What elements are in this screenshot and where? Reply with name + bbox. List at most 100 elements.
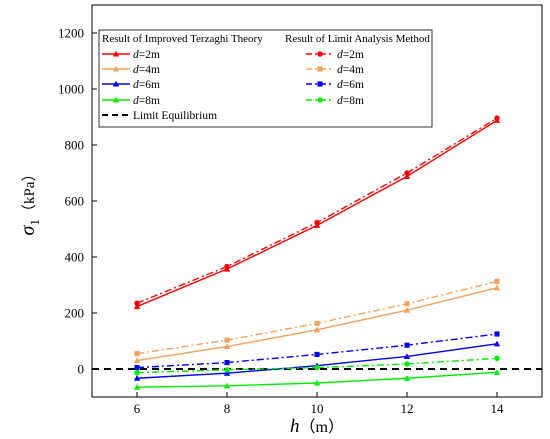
data-point-circle bbox=[314, 219, 320, 226]
series-limit-d=4m bbox=[134, 278, 500, 357]
data-point-triangle bbox=[313, 379, 321, 386]
data-point-circle bbox=[404, 170, 410, 176]
data-point-triangle bbox=[133, 384, 141, 390]
data-point-triangle bbox=[313, 326, 321, 333]
legend-label: d=6m bbox=[133, 79, 160, 91]
y-label-sub: 1 bbox=[27, 219, 42, 226]
y-tick-label: 1000 bbox=[58, 82, 84, 97]
legend-label: d=6m bbox=[337, 79, 364, 91]
legend-item-limit: d=2m bbox=[306, 49, 364, 61]
legend-item-reference: Limit Equilibrium bbox=[102, 110, 217, 122]
y-axis-label: σ1（kPa） bbox=[17, 167, 42, 236]
data-point-circle bbox=[314, 364, 320, 371]
data-point-circle bbox=[224, 367, 230, 373]
legend-label-var: d bbox=[337, 79, 343, 91]
data-point-triangle bbox=[223, 343, 231, 350]
legend-label-value: =8m bbox=[343, 95, 364, 107]
series-layer bbox=[92, 115, 542, 390]
series-limit-d=2m bbox=[134, 115, 500, 306]
data-point-triangle bbox=[493, 369, 501, 375]
data-point-triangle bbox=[133, 303, 141, 310]
data-point-circle bbox=[134, 300, 140, 306]
x-axis-label: h（m） bbox=[290, 416, 344, 437]
data-point-square bbox=[134, 365, 140, 371]
legend-label-var: d bbox=[337, 49, 343, 61]
data-point-square bbox=[224, 337, 230, 343]
legend-header-limit: Result of Limit Analysis Method bbox=[285, 33, 430, 45]
x-label-unit: （m） bbox=[300, 418, 344, 436]
data-point-square bbox=[404, 342, 410, 348]
data-point-triangle bbox=[403, 307, 411, 313]
series-terzaghi-d=4m bbox=[133, 284, 501, 364]
legend-label-value: =4m bbox=[343, 64, 364, 76]
series-line bbox=[136, 119, 498, 308]
legend-label-value: =2m bbox=[139, 49, 160, 61]
x-tick-label: 14 bbox=[491, 401, 505, 416]
legend-label: d=8m bbox=[337, 95, 364, 107]
legend-label: Limit Equilibrium bbox=[133, 110, 217, 122]
data-point-triangle bbox=[112, 96, 120, 103]
data-point-triangle bbox=[493, 340, 501, 347]
data-point-circle bbox=[494, 355, 500, 362]
data-point-circle bbox=[494, 115, 500, 121]
series-terzaghi-d=2m bbox=[133, 117, 501, 310]
legend-label-value: =6m bbox=[343, 79, 364, 91]
legend-label: d=4m bbox=[133, 64, 160, 76]
x-tick-label: 12 bbox=[401, 401, 414, 416]
legend-label-value: =8m bbox=[139, 95, 160, 107]
y-tick-label: 1200 bbox=[58, 26, 84, 41]
series-terzaghi-d=6m bbox=[133, 340, 501, 381]
series-line bbox=[136, 117, 498, 304]
legend-item-terzaghi: d=6m bbox=[102, 79, 160, 91]
legend-item-terzaghi: d=8m bbox=[102, 95, 160, 107]
data-point-circle bbox=[224, 263, 230, 270]
legend-item-limit: d=6m bbox=[306, 79, 364, 91]
legend-label-var: d bbox=[133, 95, 139, 107]
data-point-triangle bbox=[493, 284, 501, 291]
data-point-square bbox=[314, 351, 320, 357]
y-label-unit: （kPa） bbox=[21, 167, 38, 220]
y-tick-label: 400 bbox=[65, 250, 85, 265]
legend-item-terzaghi: d=4m bbox=[102, 64, 160, 76]
data-point-square bbox=[317, 81, 323, 87]
legend-item-limit: d=8m bbox=[306, 95, 364, 107]
series-terzaghi-d=8m bbox=[133, 369, 501, 390]
legend-label: d=2m bbox=[337, 49, 364, 61]
data-point-triangle bbox=[112, 50, 120, 57]
series-line bbox=[136, 280, 498, 355]
data-point-square bbox=[224, 360, 230, 366]
data-point-circle bbox=[317, 97, 323, 103]
legend-label-value: =2m bbox=[343, 49, 364, 61]
data-point-square bbox=[314, 320, 320, 326]
data-point-square bbox=[404, 301, 410, 307]
legend-header-terzaghi: Result of Improved Terzaghi Theory bbox=[102, 33, 263, 45]
legend-label-var: d bbox=[133, 49, 139, 61]
data-point-circle bbox=[317, 51, 323, 57]
y-tick-label: 200 bbox=[65, 306, 85, 321]
data-point-triangle bbox=[223, 370, 231, 376]
series-limit-d=6m bbox=[134, 331, 500, 371]
data-point-triangle bbox=[112, 65, 120, 72]
data-point-circle bbox=[404, 361, 410, 367]
data-point-circle bbox=[134, 369, 140, 376]
axis-ticks: 0 200 400 600 800 1000 1200 6 8 10 12 14 bbox=[58, 26, 504, 417]
legend-label: d=8m bbox=[133, 95, 160, 107]
legend-item-terzaghi: d=2m bbox=[102, 49, 160, 61]
x-label-var: h bbox=[290, 416, 300, 437]
legend-label: d=4m bbox=[337, 64, 364, 76]
x-tick-label: 10 bbox=[311, 401, 324, 416]
legend-label-var: d bbox=[133, 64, 139, 76]
data-point-triangle bbox=[403, 173, 411, 179]
data-point-triangle bbox=[112, 80, 120, 87]
data-point-triangle bbox=[223, 382, 231, 389]
data-point-square bbox=[494, 278, 500, 284]
legend-box bbox=[98, 29, 433, 128]
x-tick-label: 6 bbox=[134, 401, 141, 416]
series-limit-d=8m bbox=[134, 355, 500, 376]
data-point-triangle bbox=[403, 353, 411, 359]
data-point-triangle bbox=[133, 357, 141, 364]
data-point-square bbox=[494, 331, 500, 337]
legend-item-limit: d=4m bbox=[306, 64, 364, 76]
legend-label: d=2m bbox=[133, 49, 160, 61]
